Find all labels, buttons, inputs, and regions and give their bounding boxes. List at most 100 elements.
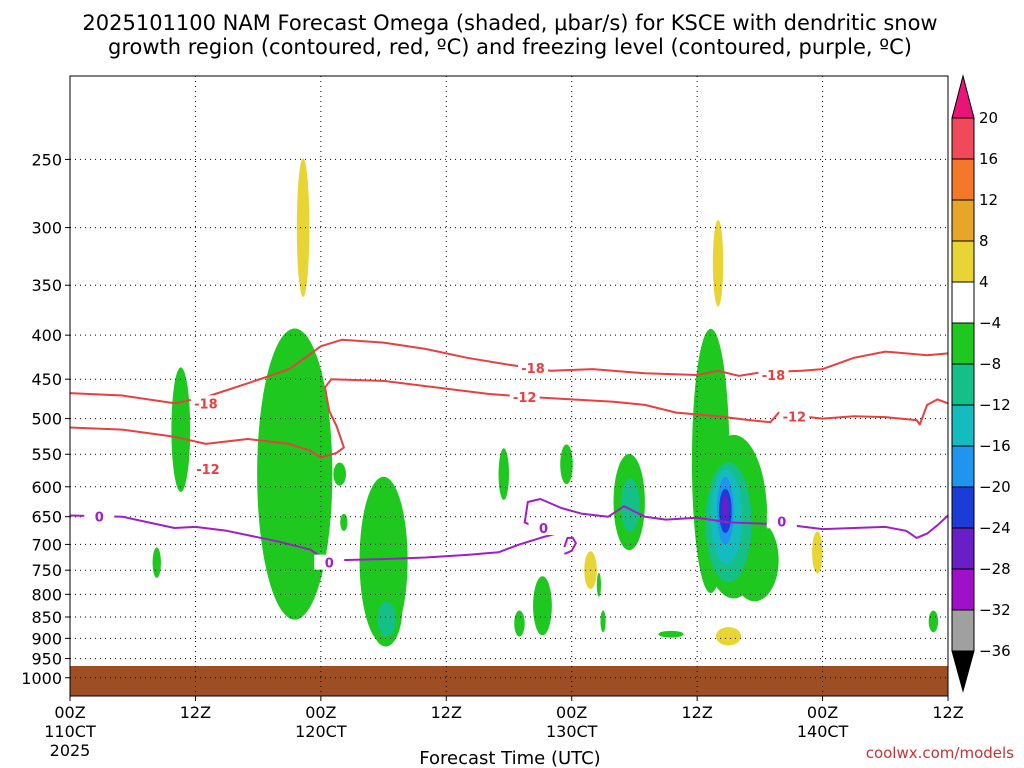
x-tick-label: 00Z: [54, 703, 85, 722]
credit-link[interactable]: coolwx.com/models: [866, 744, 1014, 762]
contour-label: 0: [539, 522, 548, 537]
x-tick-label: 12Z: [681, 703, 712, 722]
x-tick-label: 12Z: [431, 703, 462, 722]
colorbar-top-arrow: [951, 74, 975, 119]
colorbar-segment: [951, 281, 975, 324]
colorbar-bottom-arrow: [951, 650, 975, 693]
omega-region: [289, 452, 328, 581]
colorbar-label: 4: [979, 273, 989, 291]
contour-label: 0: [777, 515, 786, 530]
y-tick-label: 900: [31, 629, 62, 648]
y-tick-label: 950: [31, 650, 62, 669]
colorbar-segment: [951, 199, 975, 242]
contour-label-bg: [192, 460, 223, 476]
contour-label: 0: [95, 511, 104, 526]
contour-line: [563, 536, 577, 555]
omega-region: [812, 531, 823, 574]
x-tick-label: 120CT: [295, 722, 347, 741]
omega-region: [340, 513, 348, 531]
colorbar-segment: [951, 240, 975, 283]
grid-lines: [69, 76, 949, 696]
colorbar-segment: [951, 609, 975, 652]
contour-line: [69, 338, 949, 405]
x-tick-label: 00Z: [807, 703, 838, 722]
colorbar-label: 16: [979, 150, 998, 168]
contour-label-bg: [190, 395, 221, 411]
colorbar-label: −8: [979, 355, 1001, 373]
y-axis: 250 300 350 400 450 500 550 600 650 700 750 800 850 9…: [21, 150, 70, 688]
colorbar-label: −20: [979, 478, 1011, 496]
chart-title-line2: growth region (contoured, red, ºC) and f…: [108, 35, 912, 59]
colorbar-segment: [951, 117, 975, 160]
colorbar-segment: [951, 527, 975, 570]
x-tick-label: 12Z: [932, 703, 963, 722]
y-tick-label: 600: [31, 478, 62, 497]
y-tick-label: 450: [31, 370, 62, 389]
colorbar-label: 8: [979, 232, 989, 250]
colorbar-segment: [951, 404, 975, 447]
colorbar-label: −32: [979, 601, 1011, 619]
y-tick-label: 850: [31, 608, 62, 627]
omega-shading: [152, 158, 939, 647]
y-tick-label: 500: [31, 410, 62, 429]
colorbar-segment: [951, 322, 975, 365]
y-tick-label: 800: [31, 585, 62, 604]
contour-label-bg: [528, 520, 559, 536]
x-axis-title: Forecast Time (UTC): [419, 748, 600, 768]
y-tick-label: 650: [31, 508, 62, 527]
contour-label-bg: [314, 554, 345, 570]
contour-label: -18: [194, 397, 218, 412]
contour-label-bg: [779, 408, 810, 424]
contour-label-bg: [518, 360, 549, 376]
colorbar-label: −24: [979, 519, 1011, 537]
colorbar-label: −16: [979, 437, 1011, 455]
omega-region: [171, 367, 191, 492]
colorbar-label: −36: [979, 642, 1011, 660]
contour-label: -18: [521, 362, 545, 377]
y-tick-label: 550: [31, 445, 62, 464]
y-tick-label: 350: [31, 276, 62, 295]
omega-region: [715, 627, 742, 646]
colorbar-segment: [951, 486, 975, 529]
contour-label-bg: [509, 389, 540, 405]
omega-region: [533, 576, 552, 636]
y-tick-label: 300: [31, 219, 62, 238]
contour-label-bg: [766, 513, 797, 529]
omega-region: [296, 158, 310, 297]
omega-region: [658, 630, 684, 638]
omega-region: [514, 610, 525, 637]
x-tick-label: 140CT: [797, 722, 849, 741]
colorbar-segment: [951, 158, 975, 201]
omega-region: [600, 610, 606, 633]
colorbar-segment: [951, 445, 975, 488]
plot-frame: [69, 75, 949, 697]
omega-region: [560, 444, 573, 485]
colorbar-label: 20: [979, 109, 998, 127]
colorbar-label: −28: [979, 560, 1011, 578]
colorbar-label: −12: [979, 396, 1011, 414]
colorbar-segment: [951, 568, 975, 611]
y-tick-label: 1000: [21, 669, 62, 688]
omega-region: [712, 219, 724, 307]
omega-region: [333, 462, 346, 486]
contour-line: [69, 378, 949, 459]
contour-label: -12: [513, 391, 537, 406]
x-tick-label: 00Z: [556, 703, 587, 722]
y-tick-label: 400: [31, 326, 62, 345]
x-tick-label: 110CT: [44, 722, 96, 741]
colorbar-label: −4: [979, 314, 1001, 332]
temperature-contours: -18 -18 -18 -12 -12 -12 0 0 0 0: [69, 338, 949, 572]
contour-label: 0: [325, 557, 334, 572]
ground-surface: [70, 666, 948, 696]
y-tick-label: 250: [31, 150, 62, 169]
colorbar: 20 16 12 8 4 −4 −8 −12 −16 −20 −24 −28 −32 −36: [951, 74, 1011, 693]
chart-title-line1: 2025101100 NAM Forecast Omega (shaded, μ…: [82, 11, 937, 35]
omega-region: [377, 601, 397, 637]
omega-region: [498, 448, 509, 500]
contour-label: -12: [783, 410, 807, 425]
omega-region: [596, 572, 601, 597]
omega-region: [620, 478, 640, 532]
colorbar-label: 12: [979, 191, 998, 209]
contour-label: -12: [196, 463, 220, 478]
x-tick-label: 130CT: [546, 722, 598, 741]
